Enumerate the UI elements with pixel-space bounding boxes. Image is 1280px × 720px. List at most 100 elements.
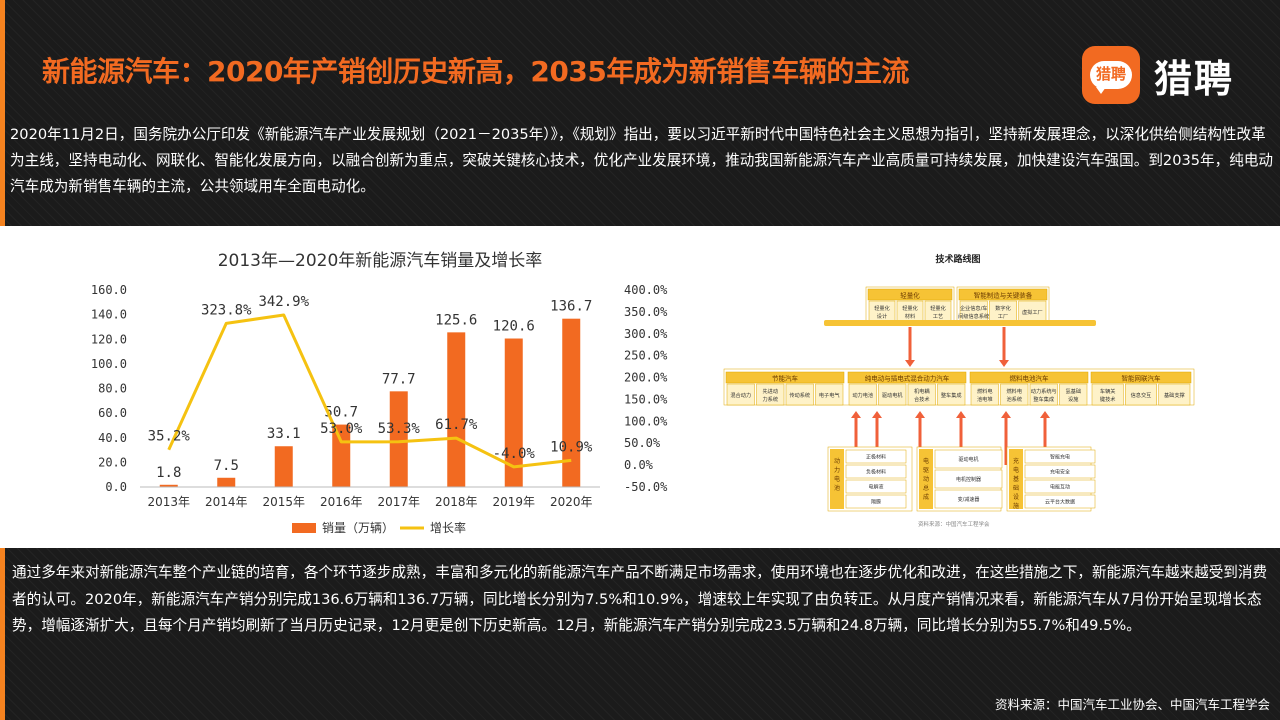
- roadmap-arrow-up-head: [956, 411, 966, 418]
- roadmap-arrow-up-head: [851, 411, 861, 418]
- roadmap-top-cell-label: 间级信息系统: [958, 312, 989, 320]
- roadmap-top-cell-label: 工厂: [998, 313, 1008, 320]
- roadmap-mid-cell: [726, 383, 755, 406]
- right-axis-tick: 400.0%: [624, 283, 668, 297]
- roadmap-mid-header-label: 智能网联汽车: [1122, 374, 1162, 383]
- left-axis-tick: 160.0: [91, 283, 127, 297]
- roadmap-mid-cell-label: 燃料电: [977, 387, 993, 395]
- sales-bar: [159, 484, 178, 487]
- roadmap-mid-cell: [970, 383, 999, 406]
- logo-bubble: 猎聘: [1089, 61, 1132, 94]
- roadmap-bottom-header-label: 设: [1013, 493, 1019, 501]
- right-axis-tick: 300.0%: [624, 327, 668, 341]
- roadmap-bottom-cell-label: 隔膜: [871, 499, 881, 506]
- growth-data-label: -4.0%: [493, 446, 536, 462]
- intro-paragraph: 2020年11月2日，国务院办公厅印发《新能源汽车产业发展规划（2021－203…: [10, 126, 1274, 195]
- roadmap-mid-header: [969, 371, 1089, 384]
- roadmap-mid-header-label: 燃料电池汽车: [1010, 374, 1050, 383]
- roadmap-bottom-header-label: 池: [834, 484, 840, 492]
- summary-paragraph: 通过多年来对新能源汽车整个产业链的培育，各个环节逐步成熟，丰富和多元化的新能源汽…: [12, 564, 1268, 634]
- right-axis-tick: 200.0%: [624, 371, 668, 385]
- x-axis-tick: 2017年: [377, 495, 420, 509]
- liepin-logo: 猎聘 猎聘: [1082, 46, 1234, 104]
- roadmap-bottom-cell: [845, 449, 907, 464]
- roadmap-bottom-cell-label: 变/减速器: [958, 496, 980, 503]
- roadmap-bottom-cell-label: 电解液: [868, 484, 883, 491]
- x-axis-tick: 2016年: [320, 495, 363, 509]
- roadmap-top-bar: [824, 320, 1096, 326]
- roadmap-mid-cell: [937, 383, 966, 406]
- roadmap-mid-header-label: 纯电动与插电式混合动力汽车: [865, 374, 950, 383]
- roadmap-mid-cell-label: 电子电气: [819, 391, 840, 399]
- roadmap-bottom-header-label: 动: [834, 458, 840, 465]
- roadmap-mid-cell: [785, 383, 814, 406]
- growth-data-label: 35.2%: [148, 429, 191, 445]
- logo-badge-icon: 猎聘: [1082, 46, 1140, 104]
- roadmap-arrow-up-head: [1001, 411, 1011, 418]
- sales-data-label: 1.8: [156, 465, 181, 481]
- roadmap-mid-cell: [1059, 383, 1088, 406]
- roadmap-bottom-header-label: 施: [1013, 502, 1019, 510]
- technology-roadmap-diagram: 技术路线图轻量化轻量化设计轻量化材料轻量化工艺智能制造与关键装备企业信息/车间级…: [723, 253, 1195, 528]
- roadmap-mid-header-label: 节能汽车: [772, 374, 799, 383]
- roadmap-bottom-cell-label: 负极材料: [866, 469, 886, 476]
- sales-bar: [389, 391, 408, 487]
- legend-growth-label: 增长率: [430, 520, 466, 535]
- roadmap-bottom-header-label: 动: [923, 476, 929, 483]
- roadmap-top-header: [867, 288, 953, 301]
- x-axis-tick: 2019年: [492, 495, 535, 509]
- sales-bar: [447, 332, 466, 487]
- sales-bar: [332, 424, 351, 487]
- roadmap-mid-cell: [1125, 383, 1157, 406]
- growth-data-label: 342.9%: [258, 294, 309, 310]
- roadmap-bottom-cell-label: 驱动电机: [958, 456, 978, 463]
- roadmap-title: 技术路线图: [935, 253, 980, 265]
- roadmap-bottom-cell-label: 正极材料: [866, 454, 886, 461]
- roadmap-top-cell-label: 轻量化: [930, 304, 946, 312]
- left-axis-tick: 100.0: [91, 357, 127, 371]
- roadmap-mid-cell-label: 燃料电: [1006, 387, 1022, 395]
- x-axis-tick: 2020年: [550, 495, 593, 509]
- roadmap-source: 资料来源：中国汽车工程学会: [918, 520, 990, 528]
- roadmap-bottom-header-label: 充: [1013, 457, 1019, 465]
- roadmap-top-cell-label: 数字化: [995, 304, 1011, 312]
- roadmap-mid-cell-label: 驱动电机: [882, 391, 904, 399]
- roadmap-bottom-cell: [934, 469, 1003, 489]
- roadmap-bottom-header-label: 驱: [923, 467, 929, 474]
- sales-data-label: 7.5: [214, 458, 239, 474]
- roadmap-bottom-cell: [934, 449, 1003, 469]
- roadmap-bottom-cell-label: 电机控制器: [956, 476, 981, 483]
- roadmap-mid-cell-label: 车辆关: [1100, 387, 1116, 395]
- roadmap-mid-cell-label: 池系统: [1006, 395, 1022, 403]
- x-axis-tick: 2015年: [262, 495, 305, 509]
- roadmap-mid-cell-label: 混合动力: [730, 391, 751, 399]
- roadmap-top-cell-label: 设计: [877, 312, 887, 320]
- legend-sales-swatch: [292, 523, 316, 533]
- roadmap-mid-cell-label: 整车集成: [1033, 395, 1054, 403]
- growth-data-label: 53.0%: [320, 421, 363, 437]
- roadmap-top-cell-label: 企业信息/车: [960, 304, 988, 312]
- sales-bar: [217, 477, 236, 487]
- roadmap-bottom-header-label: 电: [1013, 466, 1019, 474]
- roadmap-mid-cell: [756, 383, 785, 406]
- roadmap-arrow-up-head: [872, 411, 882, 418]
- right-axis-tick: 0.0%: [624, 458, 654, 472]
- x-axis-tick: 2013年: [147, 495, 190, 509]
- roadmap-top-cell-label: 轻量化: [902, 304, 918, 312]
- roadmap-bottom-header-label: 成: [923, 493, 929, 501]
- roadmap-bottom-cell: [1024, 449, 1096, 464]
- roadmap-bottom-header-label: 电: [834, 475, 840, 483]
- sales-data-label: 33.1: [267, 426, 301, 442]
- roadmap-arrow-down-head: [905, 360, 915, 367]
- right-axis-tick: 50.0%: [624, 436, 661, 450]
- left-axis-tick: 40.0: [98, 431, 127, 445]
- roadmap-mid-cell-label: 氢基础: [1065, 387, 1081, 395]
- roadmap-top-cell-label: 虚拟工厂: [1022, 308, 1043, 316]
- sales-bar: [274, 446, 293, 487]
- roadmap-top-cell-label: 材料: [905, 312, 915, 320]
- roadmap-mid-cell-label: 传动系统: [789, 391, 810, 399]
- roadmap-mid-cell-label: 力系统: [762, 395, 778, 403]
- left-axis-tick: 20.0: [98, 455, 127, 469]
- roadmap-mid-header: [725, 371, 845, 384]
- left-axis-tick: 140.0: [91, 308, 127, 322]
